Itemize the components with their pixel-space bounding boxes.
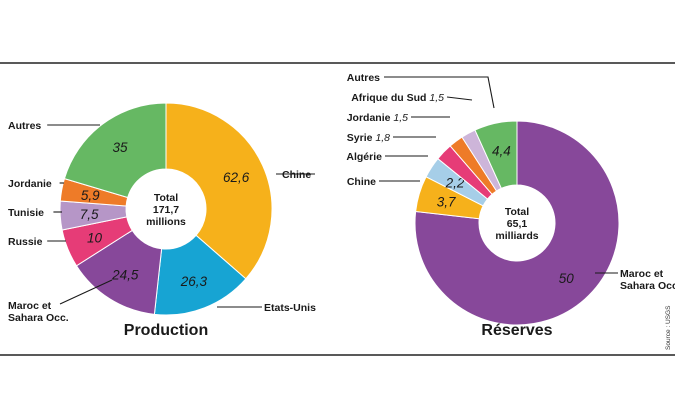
production-value-chine: 62,6: [223, 170, 250, 185]
reserves-label-algerie: Algérie: [346, 151, 382, 163]
reserves-slice-autres: [474, 120, 518, 190]
production-center-text-2: 171,7: [153, 204, 179, 216]
reserves-label-chine: Chine: [347, 176, 376, 188]
reserves-label-afrique-du-sud: Afrique du Sud 1,5: [351, 92, 444, 104]
reserves-label-syrie: Syrie 1,8: [347, 132, 390, 144]
production-label-chine: Chine: [282, 169, 311, 181]
production-label-jordanie: Jordanie: [8, 178, 52, 190]
production-value-autres: 35: [112, 140, 128, 155]
production-value-etats-unis: 26,3: [180, 274, 208, 289]
production-slice-autres: [63, 102, 167, 199]
production-label-etats-unis: Etats-Unis: [264, 302, 316, 314]
production-leader-maroc-et-sahara-occ: [59, 279, 113, 305]
reserves-slice-maroc-et-sahara-occ: [414, 120, 620, 326]
reserves-label-maroc-et-sahara-occ: Maroc et Sahara Occ.: [620, 268, 675, 292]
production-label-autres: Autres: [8, 120, 41, 132]
production-value-maroc-et-sahara-occ: 24,5: [111, 267, 139, 282]
reserves-leader-autres: [384, 76, 495, 109]
reserves-leader-afrique-du-sud: [446, 96, 473, 101]
reserves-value-algerie: 2,2: [445, 176, 465, 191]
reserves-center-text-1: Total: [505, 206, 529, 218]
production-title: Production: [124, 322, 208, 339]
reserves-value-maroc-et-sahara-occ: 50: [559, 271, 575, 286]
reserves-center-text-2: 65,1: [507, 218, 528, 230]
reserves-label-autres: Autres: [347, 72, 380, 84]
production-value-russie: 10: [87, 231, 103, 246]
production-center-text-1: Total: [154, 192, 178, 204]
production-label-russie: Russie: [8, 236, 43, 248]
production-donut-chart: 62,6 26,3 24,5 10 7,5 5,9 35 Total171,7millions…: [8, 102, 316, 339]
production-label-tunisie: Tunisie: [8, 207, 44, 219]
production-slice-chine: [165, 102, 273, 280]
production-value-tunisie: 7,5: [80, 207, 99, 222]
reserves-label-jordanie: Jordanie 1,5: [347, 112, 408, 124]
production-value-jordanie: 5,9: [81, 188, 100, 203]
reserves-center-text-3: milliards: [495, 230, 538, 242]
reserves-title: Réserves: [481, 322, 552, 339]
reserves-value-autres: 4,4: [492, 144, 511, 159]
production-label-maroc-et-sahara-occ: Maroc et Sahara Occ.: [8, 300, 69, 324]
source-note: Source : USGS: [665, 305, 672, 350]
reserves-value-chine: 3,7: [437, 195, 456, 210]
production-center-text-3: millions: [146, 216, 186, 228]
production-slice-maroc-et-sahara-occ: [75, 229, 163, 315]
